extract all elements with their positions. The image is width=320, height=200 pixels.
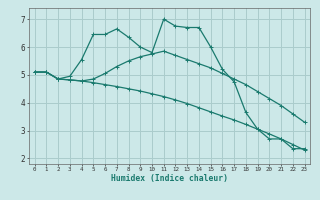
X-axis label: Humidex (Indice chaleur): Humidex (Indice chaleur) <box>111 174 228 183</box>
